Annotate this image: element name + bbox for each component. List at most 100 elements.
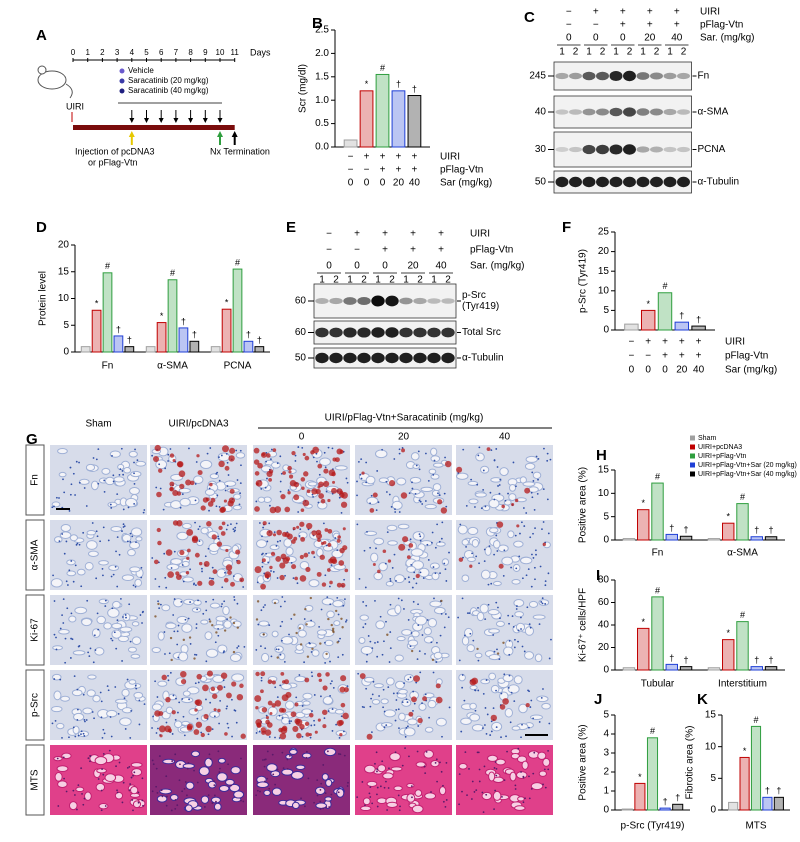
nucleus xyxy=(166,795,168,798)
nucleus xyxy=(194,521,196,524)
nucleus xyxy=(231,698,233,701)
nucleus xyxy=(475,555,478,558)
bar xyxy=(736,503,749,541)
nucleus xyxy=(143,703,146,706)
nucleus xyxy=(489,491,492,494)
nucleus xyxy=(103,732,106,735)
nucleus xyxy=(530,787,533,790)
condition: + xyxy=(662,337,668,348)
stain xyxy=(496,521,504,528)
nucleus xyxy=(63,552,66,555)
x-tick-label: Tubular xyxy=(641,679,675,690)
micrograph xyxy=(456,670,553,740)
nucleus xyxy=(151,727,153,729)
stain xyxy=(292,526,296,531)
nucleus xyxy=(508,639,511,642)
condition: 0 xyxy=(354,261,360,272)
nucleus xyxy=(411,796,413,799)
dose-arrowhead xyxy=(188,118,194,123)
nucleus xyxy=(405,698,408,701)
nucleus xyxy=(316,779,319,781)
blot-band xyxy=(555,147,569,152)
tubule xyxy=(525,455,538,463)
nucleus xyxy=(532,557,535,559)
nucleus xyxy=(542,521,545,523)
tubule xyxy=(182,690,191,697)
nucleus xyxy=(383,786,386,789)
stain xyxy=(169,481,175,487)
nucleus xyxy=(412,600,415,603)
dose-label: 40 xyxy=(499,432,511,443)
bar xyxy=(750,725,762,811)
day-label: 1 xyxy=(85,48,90,57)
nucleus xyxy=(162,508,165,511)
tubule xyxy=(430,455,441,463)
stain xyxy=(153,559,159,565)
stain xyxy=(325,652,328,656)
nucleus xyxy=(320,782,323,785)
tubule xyxy=(513,598,525,607)
nucleus xyxy=(259,790,261,793)
nucleus xyxy=(92,661,95,664)
stain xyxy=(340,501,348,508)
nucleus xyxy=(143,509,146,511)
nucleus xyxy=(260,676,263,679)
nucleus xyxy=(134,448,136,451)
tubule xyxy=(113,476,125,483)
nucleus xyxy=(265,460,268,463)
nucleus xyxy=(122,473,125,476)
nucleus xyxy=(361,705,364,708)
nucleus xyxy=(89,760,91,763)
tubule xyxy=(476,611,485,622)
nucleus xyxy=(422,577,425,579)
tubule xyxy=(58,628,70,635)
nucleus xyxy=(461,674,464,676)
tubule xyxy=(86,530,97,536)
tubule xyxy=(316,629,328,636)
nucleus xyxy=(336,549,339,552)
nucleus xyxy=(519,532,521,535)
tubule xyxy=(182,576,194,583)
tubule xyxy=(511,725,521,731)
nucleus xyxy=(233,709,236,712)
nucleus xyxy=(207,547,210,550)
micrograph xyxy=(355,445,452,515)
y-tick-label: 20 xyxy=(58,240,70,251)
nucleus xyxy=(310,651,313,653)
nucleus xyxy=(356,480,358,483)
nucleus xyxy=(490,720,493,723)
stain xyxy=(208,579,215,586)
nucleus xyxy=(63,491,66,494)
nucleus xyxy=(498,484,501,486)
y-tick-label: 0 xyxy=(603,325,609,336)
tubule xyxy=(431,489,441,497)
stain xyxy=(290,711,297,718)
stain xyxy=(232,621,236,625)
nucleus xyxy=(495,534,498,537)
nucleus xyxy=(447,616,450,619)
nucleus xyxy=(398,511,401,513)
nucleus xyxy=(532,480,535,482)
stain xyxy=(524,487,531,494)
tubule xyxy=(216,772,228,782)
nucleus xyxy=(415,681,418,684)
bar xyxy=(621,808,633,811)
tubule xyxy=(183,598,195,605)
nucleus xyxy=(124,614,127,616)
tubule xyxy=(480,569,491,580)
condition: 40 xyxy=(671,33,683,44)
blot-band xyxy=(399,327,413,338)
nucleus xyxy=(400,599,403,602)
condition: + xyxy=(679,351,685,362)
nucleus xyxy=(109,716,112,718)
nucleus xyxy=(280,472,283,475)
stain xyxy=(175,574,182,581)
tubule xyxy=(260,652,270,663)
stain xyxy=(276,656,279,659)
tubule xyxy=(394,654,404,662)
nucleus xyxy=(224,489,227,492)
tubule xyxy=(86,689,96,697)
nucleus xyxy=(288,722,291,725)
nucleus xyxy=(206,452,209,455)
nucleus xyxy=(412,690,415,693)
